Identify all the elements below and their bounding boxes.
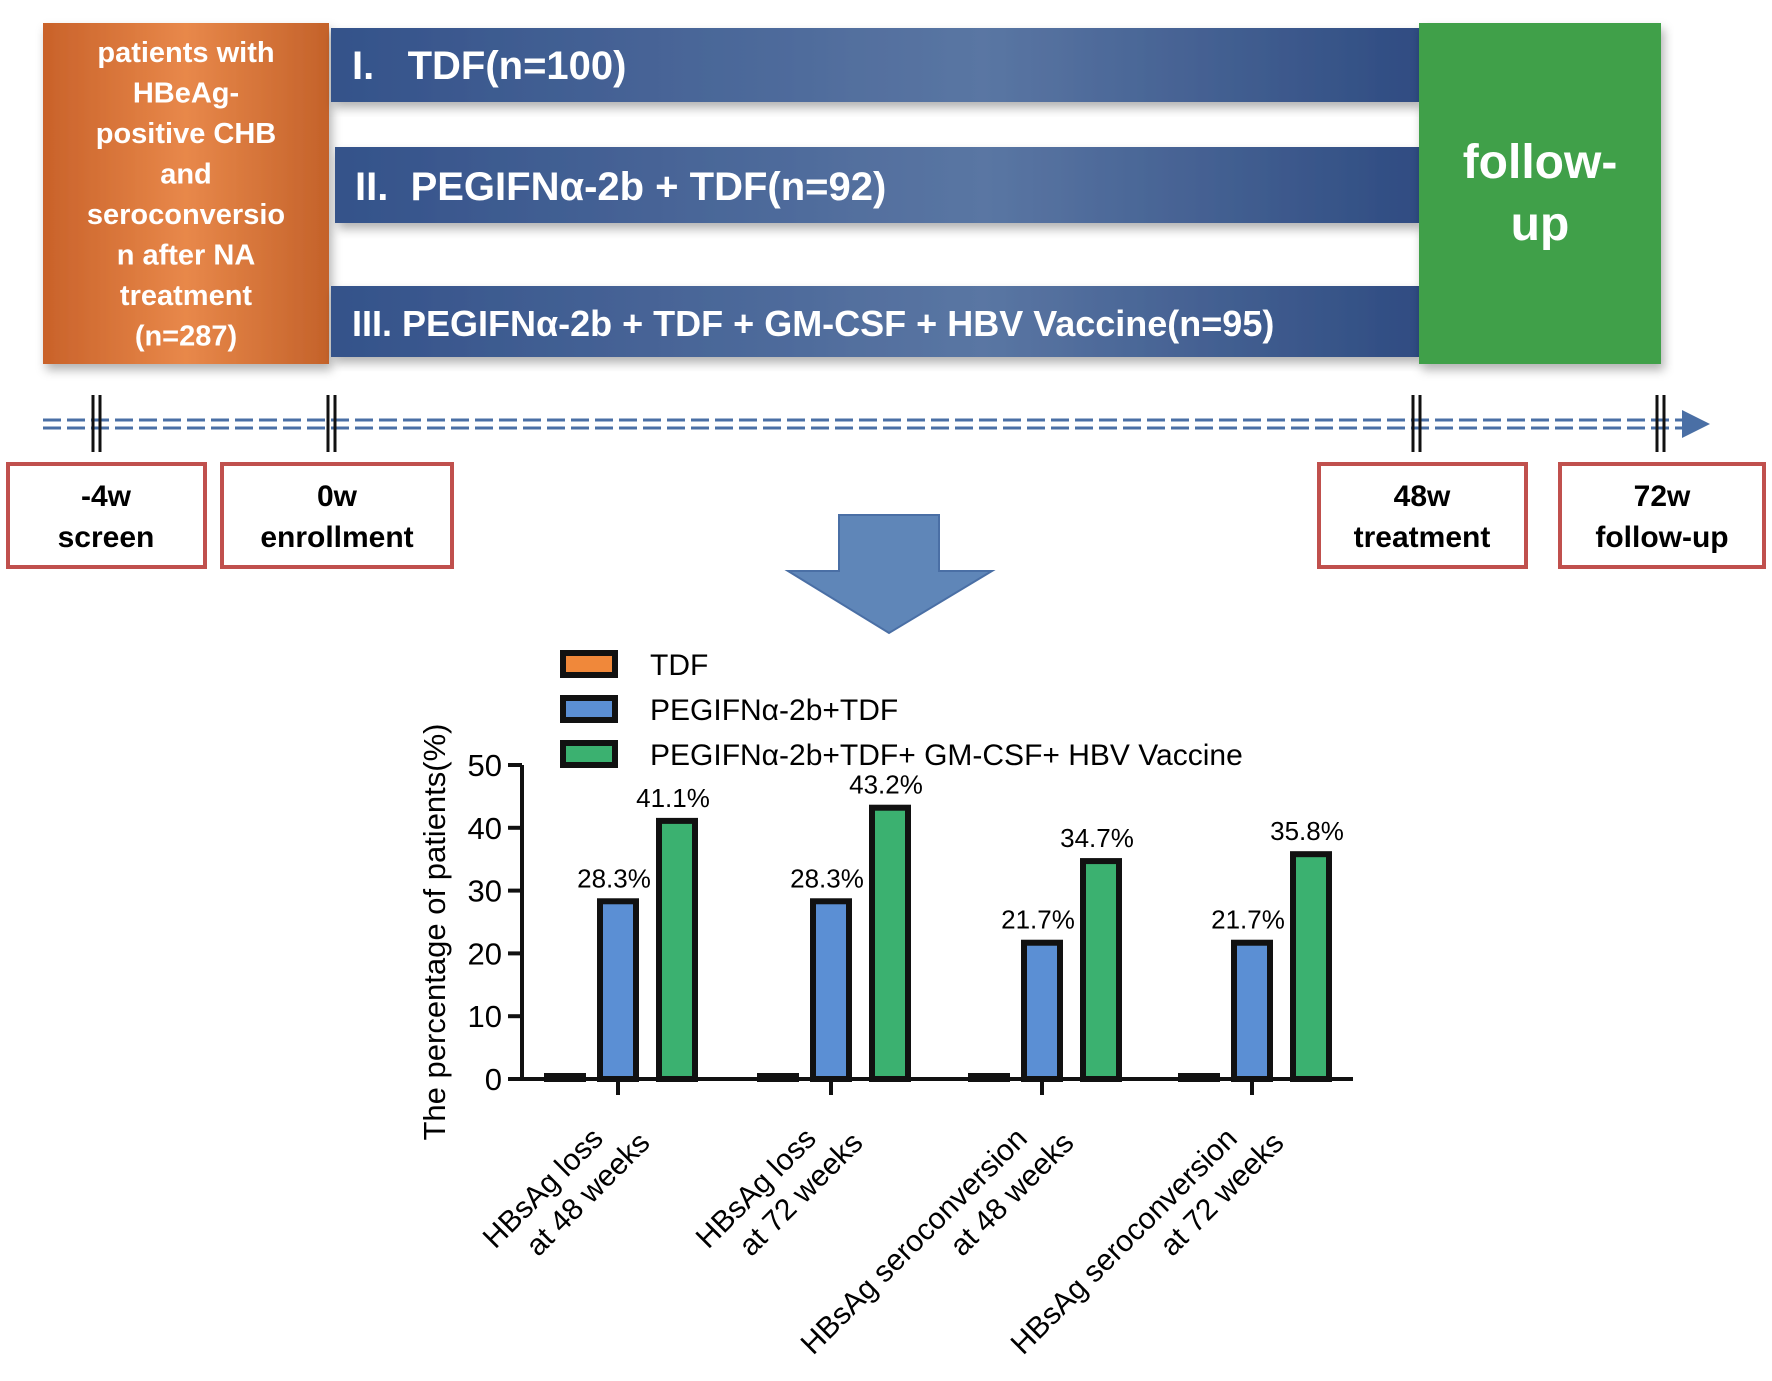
bar [757,1073,799,1082]
legend-swatch [560,650,618,678]
bar [1178,1073,1220,1082]
timepoint-week: -4w [81,480,132,513]
timeline [43,395,1710,452]
data-label: 28.3% [790,863,864,893]
arm-label: I. TDF(n=100) [352,44,627,88]
data-label: 21.7% [1211,905,1285,935]
data-label: 34.7% [1060,823,1134,853]
data-label: 41.1% [636,783,710,813]
bar [810,898,852,1082]
y-tick-label: 0 [485,1062,502,1097]
y-tick-label: 20 [468,936,502,971]
bar [1231,939,1273,1082]
legend-swatch [560,740,618,768]
timepoint-week: 0w [317,480,358,513]
bar [1290,851,1332,1083]
y-tick-label: 40 [468,811,502,846]
x-tick-label: HBsAg lossat 48 weeks [477,1101,657,1281]
enrollment-line: and [160,159,212,191]
timepoint-treatment: 48w treatment [1317,462,1528,569]
timepoint-week: 72w [1634,480,1691,513]
bar-chart: 0 10 20 30 40 50 The percentage of patients(%)… [417,649,1353,1361]
y-tick-label: 50 [468,748,502,783]
bar [869,804,911,1082]
x-tick-label: HBsAg lossat 72 weeks [690,1101,870,1281]
enrollment-line: n after NA [117,240,256,272]
data-label: 35.8% [1270,816,1344,846]
y-tick-label: 30 [468,874,502,909]
timeline-arrowhead-icon [1682,410,1710,438]
arm-label: II. PEGIFNα-2b + TDF(n=92) [355,165,886,209]
enrollment-line: positive CHB [96,118,276,150]
bar [1021,939,1063,1082]
timepoint-label: enrollment [260,521,413,554]
data-label: 21.7% [1001,905,1075,935]
timepoint-label: screen [58,521,155,554]
bar [656,817,698,1083]
y-axis-label: The percentage of patients(%) [417,723,452,1140]
legend-label: TDF [650,649,708,682]
y-tick-label: 10 [468,999,502,1034]
enrollment-line: treatment [120,280,252,312]
enrollment-line: seroconversio [87,199,285,231]
legend-label: PEGIFNα-2b+TDF [650,694,898,727]
legend-swatch [560,695,618,723]
follow-up-box: follow- up [1419,23,1661,364]
enrollment-line: patients with [97,37,274,69]
timepoint-week: 48w [1394,480,1451,513]
timepoint-label: follow-up [1595,521,1728,554]
down-arrow-icon [784,514,996,635]
arm-bar-1: I. TDF(n=100) [331,28,1419,102]
data-label: 43.2% [849,770,923,800]
legend-label: PEGIFNα-2b+TDF+ GM-CSF+ HBV Vaccine [650,739,1243,772]
bar [597,898,639,1082]
arm-bar-3: III. PEGIFNα-2b + TDF + GM-CSF + HBV Vac… [331,286,1419,357]
follow-up-line: follow- [1463,136,1618,189]
bar [544,1073,586,1082]
bar [1080,858,1122,1082]
arm-bar-2: II. PEGIFNα-2b + TDF(n=92) [335,147,1419,223]
bar [968,1073,1010,1082]
timepoint-follow-up: 72w follow-up [1558,462,1766,569]
timepoint-label: treatment [1354,521,1491,554]
timepoint-screen: -4w screen [6,462,207,569]
enrollment-line: HBeAg- [133,78,239,110]
follow-up-line: up [1511,198,1570,251]
timepoint-enrollment: 0w enrollment [220,462,454,569]
enrollment-line: (n=287) [135,321,237,353]
arm-label: III. PEGIFNα-2b + TDF + GM-CSF + HBV Vac… [352,303,1274,344]
data-label: 28.3% [577,863,651,893]
enrollment-box: patients with HBeAg-positive CHB and seroco… [43,23,329,364]
